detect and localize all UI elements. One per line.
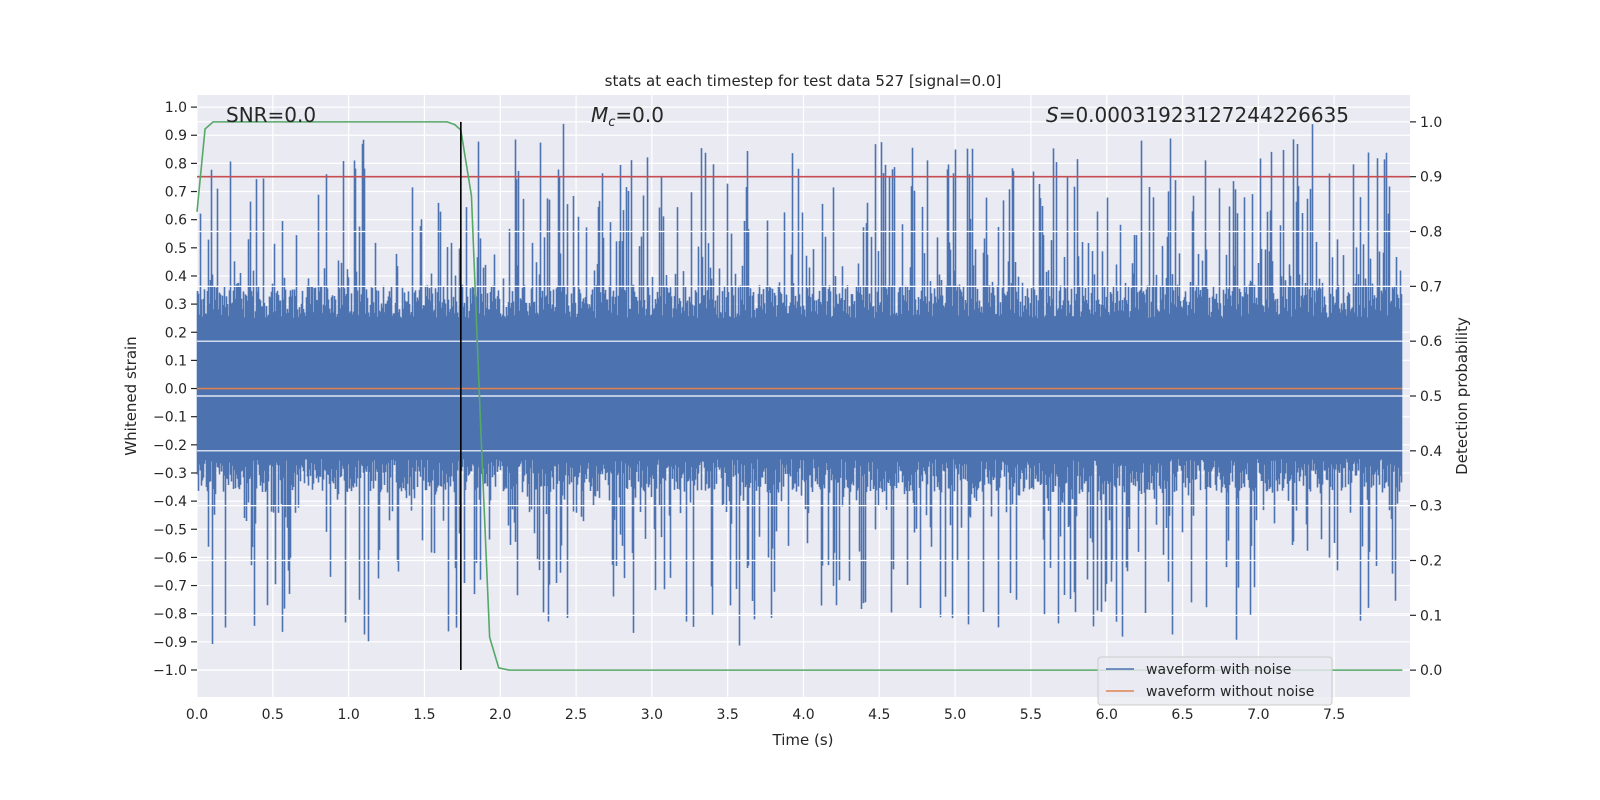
x-tick-label: 3.5 — [717, 707, 739, 723]
x-tick-label: 2.0 — [489, 707, 511, 723]
y-tick-label: 0.3 — [165, 297, 187, 313]
y-right-tick-label: 1.0 — [1420, 115, 1442, 131]
y-tick-label: −0.2 — [153, 438, 187, 454]
y-ticks: 1.0 0.9 0.8 0.7 0.6 0.5 0.4 0.3 0.2 0.1 0.0 −0.1 −0.… — [153, 100, 197, 679]
s-annotation: S=0.00031923127244226635 — [1046, 103, 1349, 127]
y-tick-label: −0.3 — [153, 466, 187, 482]
x-tick-label: 6.5 — [1171, 707, 1193, 723]
y-tick-label: 0.6 — [165, 213, 187, 229]
y-tick-label: 0.8 — [165, 156, 187, 172]
mc-annotation: Mc=0.0 — [591, 103, 664, 130]
x-tick-label: 7.0 — [1247, 707, 1269, 723]
y-tick-label: 0.7 — [165, 185, 187, 201]
y-tick-label: −1.0 — [153, 663, 187, 679]
x-ticks: 0.0 0.5 1.0 1.5 2.0 2.5 3.0 3.5 4.0 4.5 5.0 5.5 6.0 6… — [186, 707, 1345, 723]
x-tick-label: 7.5 — [1323, 707, 1345, 723]
y-right-tick-label: 0.8 — [1420, 225, 1442, 241]
x-tick-label: 0.0 — [186, 707, 208, 723]
legend-label-noise: waveform with noise — [1146, 662, 1291, 678]
y-tick-label: −0.6 — [153, 550, 187, 566]
x-tick-label: 1.0 — [337, 707, 359, 723]
noise-trace — [196, 123, 1403, 646]
y-right-tick-label: 0.3 — [1420, 499, 1442, 515]
y-right-tick-label: 0.1 — [1420, 608, 1442, 624]
y-right-tick-label: 0.2 — [1420, 553, 1442, 569]
y-ticks-right: 1.0 0.9 0.8 0.7 0.6 0.5 0.4 0.3 0.2 0.1 0.0 — [1410, 115, 1442, 679]
y-right-tick-label: 0.5 — [1420, 389, 1442, 405]
y-tick-label: 0.9 — [165, 128, 187, 144]
x-tick-label: 5.0 — [944, 707, 966, 723]
x-tick-label: 5.5 — [1020, 707, 1042, 723]
y-tick-label: −0.4 — [153, 494, 187, 510]
y-tick-label: 0.5 — [165, 241, 187, 257]
y-right-tick-label: 0.7 — [1420, 279, 1442, 295]
x-tick-label: 0.5 — [262, 707, 284, 723]
x-tick-label: 4.0 — [792, 707, 814, 723]
y-tick-label: 1.0 — [165, 100, 187, 116]
y-right-tick-label: 0.6 — [1420, 334, 1442, 350]
x-axis-label: Time (s) — [772, 731, 834, 749]
snr-annotation: SNR=0.0 — [226, 103, 316, 127]
x-tick-label: 6.0 — [1096, 707, 1118, 723]
chart-title: stats at each timestep for test data 527… — [605, 72, 1002, 90]
y-tick-label: −0.5 — [153, 522, 187, 538]
y-right-tick-label: 0.0 — [1420, 663, 1442, 679]
y-tick-label: 0.0 — [165, 382, 187, 398]
waveform-with-noise-line — [196, 123, 1403, 646]
legend: waveform with noise waveform without noi… — [1097, 656, 1333, 706]
y-tick-label: −0.1 — [153, 410, 187, 426]
x-tick-label: 3.0 — [641, 707, 663, 723]
y-tick-label: −0.9 — [153, 635, 187, 651]
x-tick-label: 1.5 — [413, 707, 435, 723]
x-tick-label: 4.5 — [868, 707, 890, 723]
y-tick-label: 0.4 — [165, 269, 187, 285]
y-tick-label: 0.2 — [165, 325, 187, 341]
y-axis-right-label: Detection probability — [1453, 317, 1471, 475]
y-right-tick-label: 0.4 — [1420, 444, 1442, 460]
y-axis-label: Whitened strain — [122, 336, 140, 455]
y-tick-label: −0.8 — [153, 607, 187, 623]
y-right-tick-label: 0.9 — [1420, 170, 1442, 186]
x-tick-label: 2.5 — [565, 707, 587, 723]
detection-probability-line — [196, 121, 1403, 671]
y-tick-label: −0.7 — [153, 579, 187, 595]
y-tick-label: 0.1 — [165, 353, 187, 369]
legend-label-clean: waveform without noise — [1146, 684, 1314, 700]
